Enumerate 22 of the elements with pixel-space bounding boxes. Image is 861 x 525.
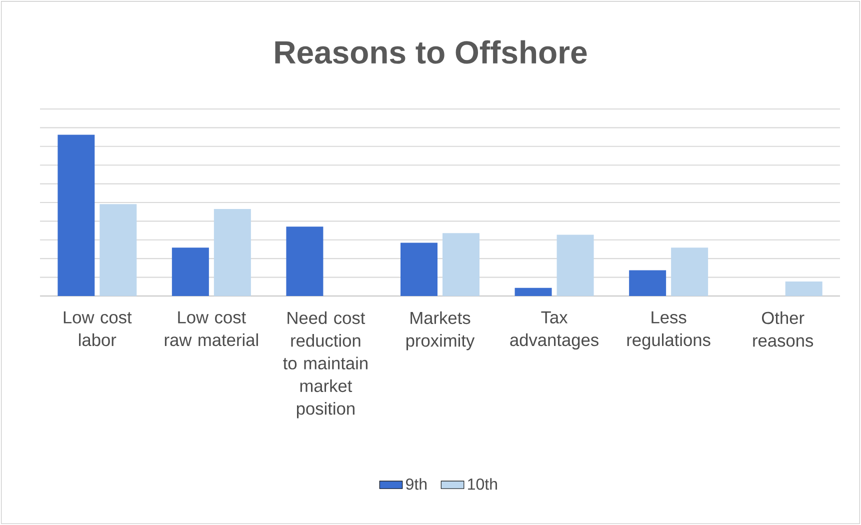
x-tick-label: Tax advantages	[510, 311, 598, 350]
x-tick-label: Low cost labor	[64, 311, 132, 346]
bar	[442, 233, 480, 296]
bar	[785, 281, 822, 296]
x-tick-label: Other reasons	[753, 311, 814, 347]
bar	[671, 248, 708, 296]
x-tick-label: Markets proximity	[406, 311, 475, 350]
bar	[556, 234, 594, 296]
legend-label: 9th	[406, 478, 427, 490]
x-tick-label: Need cost reduction to maintain market position	[283, 311, 368, 418]
bar	[400, 242, 438, 296]
bar	[172, 248, 209, 296]
bar	[286, 226, 324, 296]
bar	[514, 288, 552, 296]
chart-title: Reasons to Offshore	[275, 40, 587, 64]
legend-label: 10th	[468, 478, 497, 490]
x-tick-label: Less regulations	[627, 311, 710, 350]
bar	[100, 204, 137, 296]
bar	[629, 270, 666, 296]
bar	[214, 208, 251, 296]
bar	[58, 134, 95, 296]
x-tick-label: Low cost raw material	[164, 311, 258, 346]
